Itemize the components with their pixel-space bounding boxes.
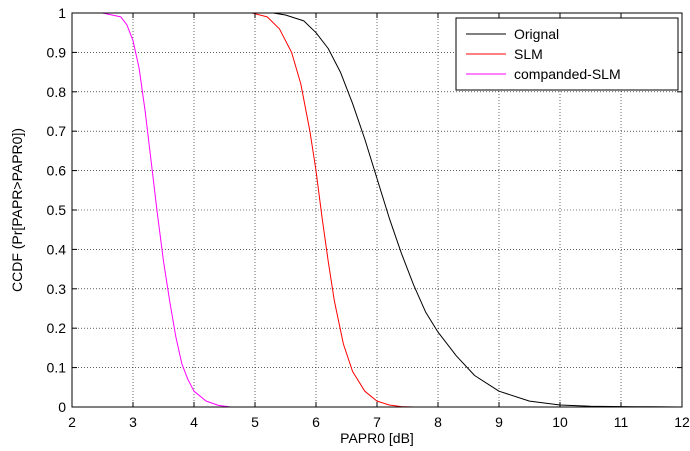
legend-label: SLM [514, 46, 543, 62]
x-tick-label: 2 [68, 414, 76, 430]
y-axis-label: CCDF (Pr[PAPR>PAPR0]) [9, 128, 25, 292]
x-tick-label: 6 [312, 414, 320, 430]
y-tick-label: 0.5 [47, 202, 67, 218]
plot-frame [71, 12, 683, 408]
y-tick-label: 0.1 [47, 360, 67, 376]
legend-label: Orignal [514, 26, 559, 42]
x-tick-label: 8 [434, 414, 442, 430]
series-line-3 [84, 12, 231, 408]
y-tick-label: 0.4 [47, 241, 67, 257]
x-tick-label: 4 [190, 414, 198, 430]
x-tick-label: 3 [129, 414, 137, 430]
legend: Orignal SLM companded-SLM [455, 17, 679, 91]
x-tick-label: 7 [373, 414, 381, 430]
series-lines [84, 12, 683, 408]
series-line-2 [251, 12, 414, 408]
y-tick-label: 0.3 [47, 281, 67, 297]
x-tick-label: 12 [674, 414, 690, 430]
y-tick-label: 1 [58, 5, 66, 21]
x-tick-label: 11 [614, 414, 629, 430]
x-tick-label: 9 [495, 414, 503, 430]
legend-label: companded-SLM [514, 66, 621, 82]
y-tick-label: 0.7 [47, 123, 67, 139]
series-line-1 [255, 12, 683, 408]
y-tick-label: 0.9 [47, 44, 67, 60]
y-tick-label: 0.6 [47, 163, 67, 179]
y-tick-label: 0.2 [47, 320, 67, 336]
y-tick-label: 0 [58, 399, 66, 415]
x-axis-label: PAPR0 [dB] [340, 430, 414, 446]
x-tick-label: 10 [552, 414, 568, 430]
x-tick-label: 5 [251, 414, 259, 430]
y-tick-label: 0.8 [47, 84, 67, 100]
ticks: 2 3 4 5 6 7 8 9 10 11 12 0 0.1 0.2 0.3 0.4 0.5 0.6 0.7 0.8 0… [47, 5, 690, 430]
